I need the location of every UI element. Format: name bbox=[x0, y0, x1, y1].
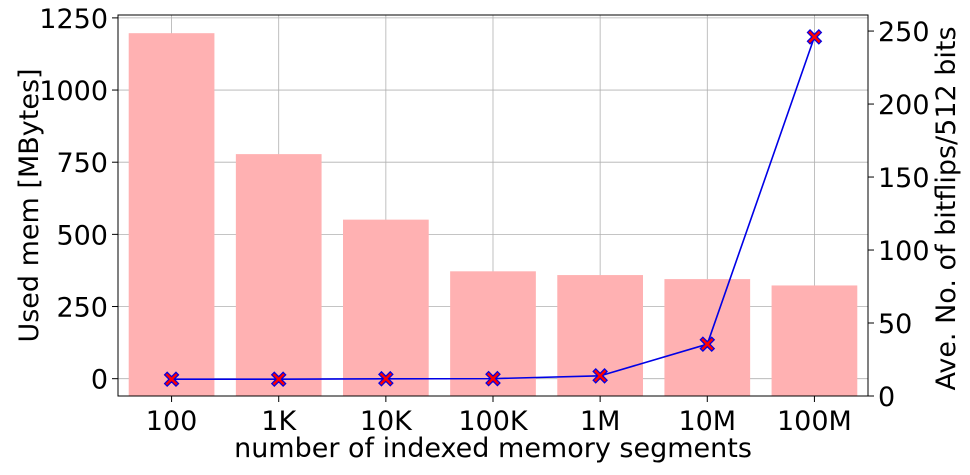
y-left-tick-label: 750 bbox=[56, 148, 108, 179]
y-right-tick-label: 250 bbox=[878, 17, 930, 48]
y-right-tick-label: 100 bbox=[878, 236, 930, 267]
x-tick-label: 10K bbox=[360, 406, 413, 437]
x-marker bbox=[806, 29, 823, 45]
y-left-tick-label: 1250 bbox=[39, 4, 108, 35]
x-marker bbox=[163, 371, 180, 388]
bar bbox=[235, 154, 322, 396]
x-marker bbox=[485, 370, 501, 387]
y-right-tick-label: 0 bbox=[878, 382, 895, 413]
y-right-tick-label: 50 bbox=[878, 309, 912, 340]
line-markers bbox=[163, 29, 823, 388]
x-tick-label: 100 bbox=[146, 406, 198, 437]
y-axis-right-label: Ave. No. of bitflips/512 bits bbox=[931, 26, 962, 390]
y-left-tick-label: 1000 bbox=[39, 76, 108, 107]
x-tick-label: 1M bbox=[580, 406, 620, 437]
bar bbox=[343, 219, 429, 396]
bar bbox=[664, 279, 751, 396]
x-marker bbox=[592, 368, 608, 384]
y-left-tick-label: 250 bbox=[56, 293, 108, 324]
x-marker bbox=[378, 370, 394, 387]
x-tick-label: 10M bbox=[678, 406, 736, 437]
bars bbox=[128, 33, 858, 397]
bar bbox=[128, 33, 215, 397]
y-left-tick-label: 500 bbox=[56, 220, 108, 251]
x-tick-label: 100M bbox=[777, 406, 852, 437]
axis-ticks: 100 1K 10K 100K 1M 10M 100M 0 250 500 750 1000 1250 0… bbox=[39, 4, 929, 437]
bar bbox=[771, 285, 858, 396]
y-axis-left-label: Used mem [MBytes] bbox=[14, 68, 45, 342]
y-right-tick-label: 200 bbox=[878, 90, 930, 121]
x-marker bbox=[270, 371, 287, 388]
x-tick-label: 1K bbox=[261, 406, 297, 437]
x-marker bbox=[699, 336, 716, 353]
y-left-tick-label: 0 bbox=[91, 365, 108, 396]
y-right-tick-label: 150 bbox=[878, 163, 930, 194]
x-axis-label: number of indexed memory segments bbox=[234, 433, 752, 464]
x-tick-label: 100K bbox=[458, 406, 529, 437]
